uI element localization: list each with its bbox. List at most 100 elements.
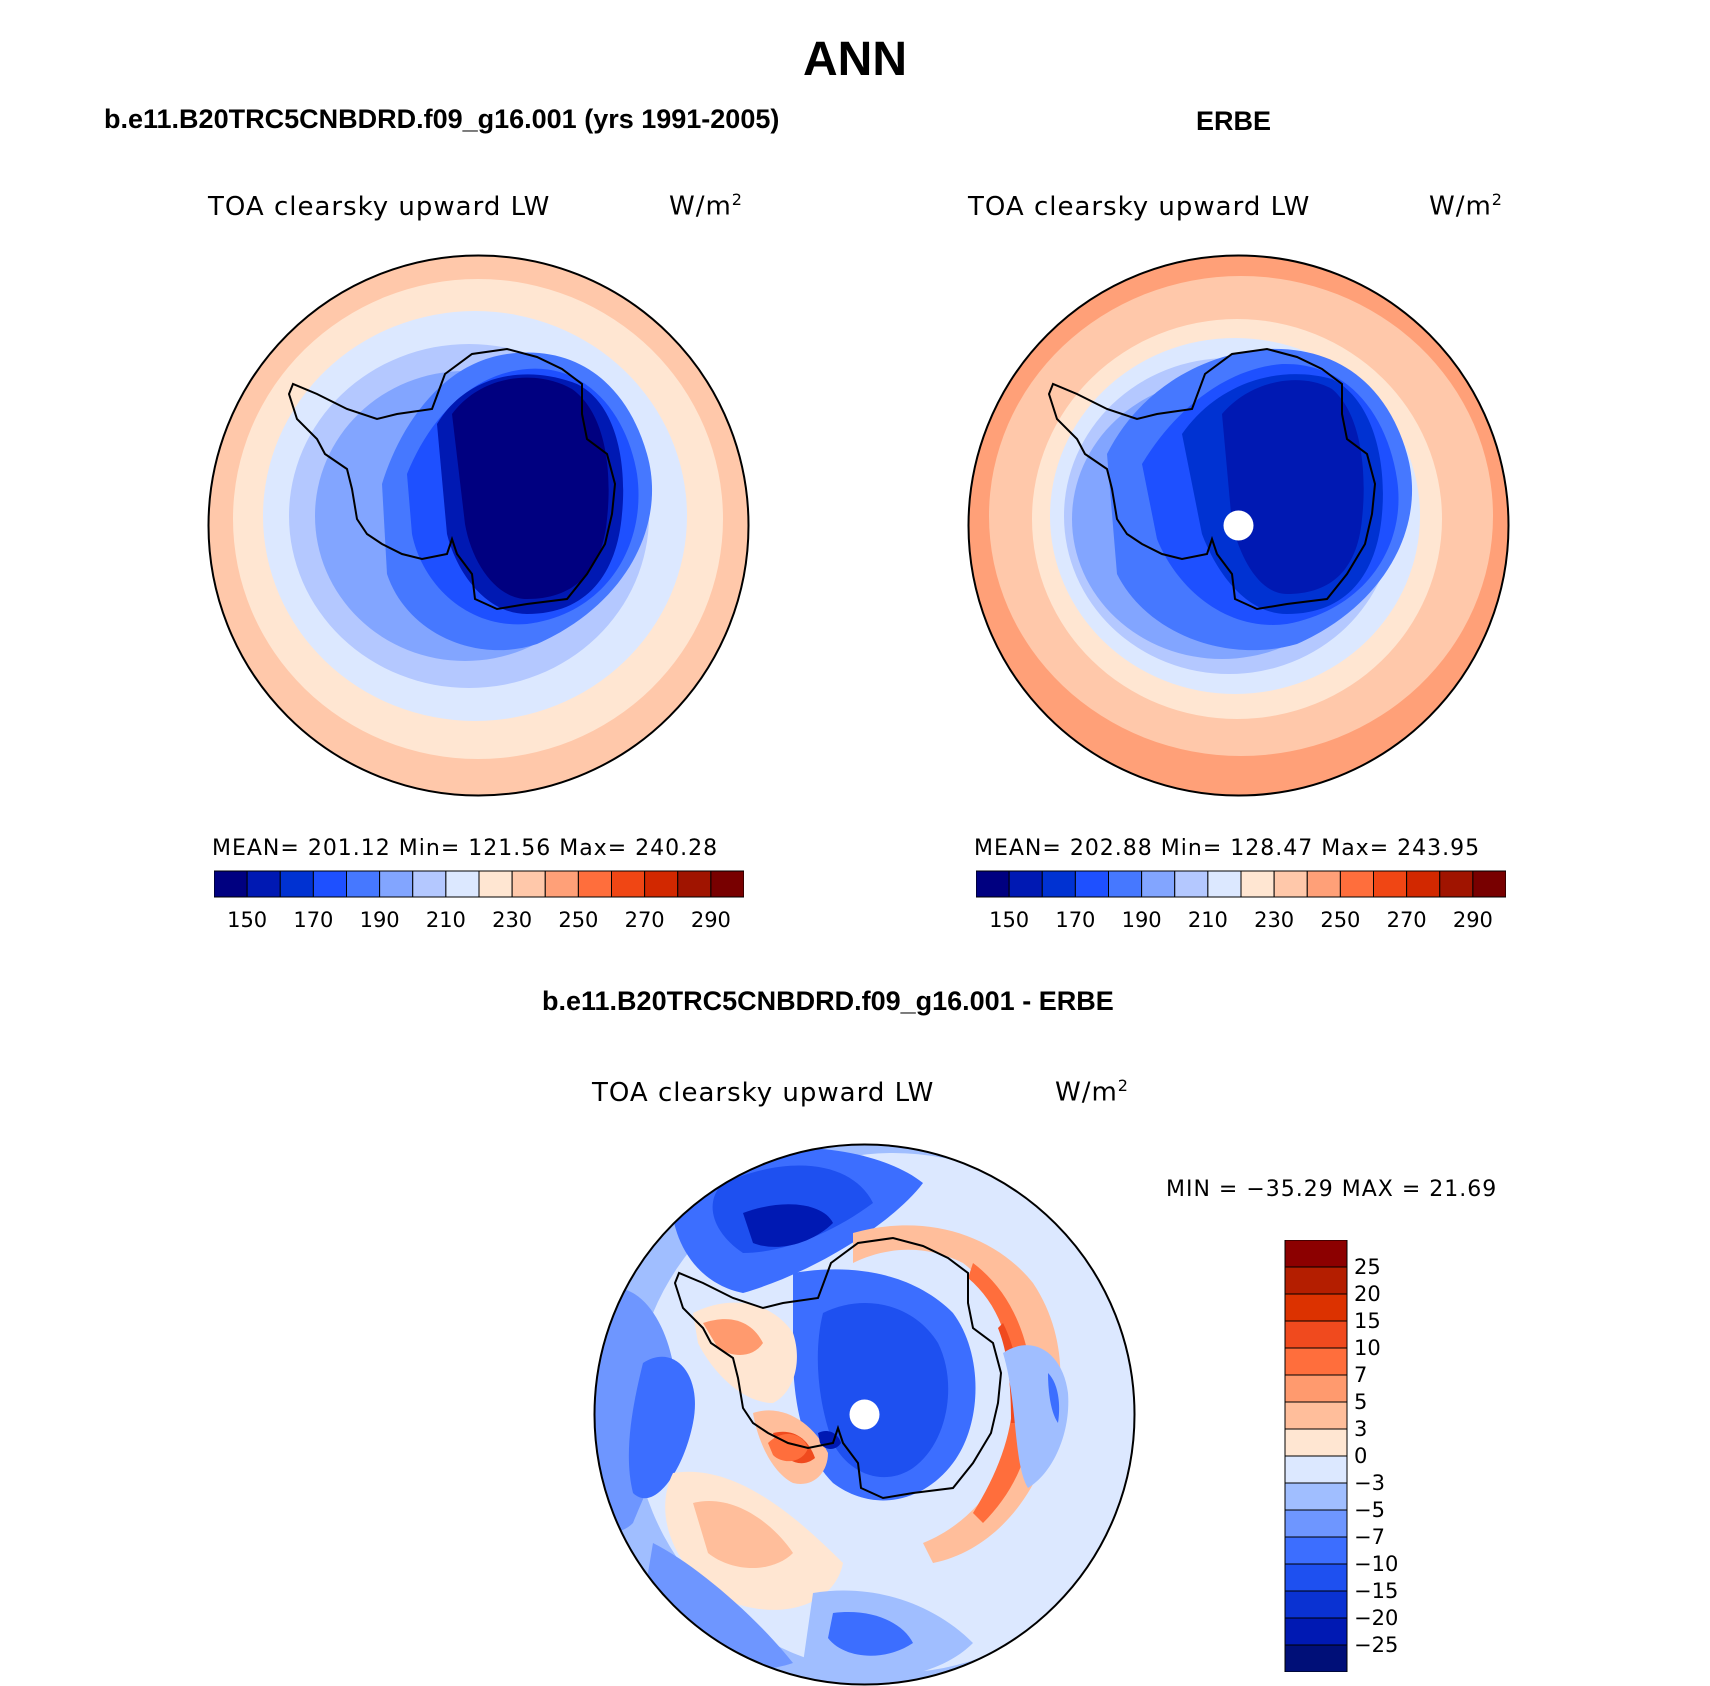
colorbar-obs-tick-label: 290 [1452,908,1493,932]
colorbar-model-tick-label: 290 [690,908,731,932]
colorbar-model-swatch [214,870,248,898]
colorbar-diff-swatch [1284,1428,1348,1457]
colorbar-model-swatch [445,870,480,898]
panel-title-obs: ERBE [1196,106,1272,136]
pole-hole-diff [849,1399,880,1430]
panel-title-model: b.e11.B20TRC5CNBDRD.f09_g16.001 (yrs 199… [104,104,780,134]
colorbar-model-tick-label: 170 [293,908,334,932]
variable-label-model: TOA clearsky upward LW [208,192,551,222]
colorbar-model-swatch [279,870,314,898]
colorbar-ticks-diff: 25 20 15 10 7 5 3 0 −3 −5 −7 −10 −15 −20 −25 [1354,1240,1434,1672]
colorbar-diff-swatch [1284,1401,1348,1430]
colorbar-obs-swatch [1108,870,1143,898]
colorbar-diff-tick-label: 20 [1354,1282,1381,1306]
map-border-obs [967,254,1510,797]
antarctica-coastline-diff [673,1236,1003,1500]
colorbar-model-tick-label: 270 [624,908,665,932]
map-border-model [207,254,750,797]
colorbar-diff-tick-label: −20 [1354,1606,1399,1630]
colorbar-obs-swatch [1373,870,1408,898]
colorbar-diff-swatch [1284,1536,1348,1565]
units-label-model: W/m2 [669,190,743,222]
colorbar-diff-swatch [1284,1509,1348,1538]
variable-label-diff: TOA clearsky upward LW [592,1078,935,1108]
colorbar-diff-tick-label: 5 [1354,1390,1368,1414]
antarctica-coastline-model [287,347,617,611]
colorbar-model-swatch [644,870,679,898]
colorbar-obs-swatch [976,870,1010,898]
stats-obs: MEAN= 202.88 Min= 128.47 Max= 243.95 [974,836,1481,861]
colorbar-obs-swatch [1008,870,1043,898]
polar-map-model [207,254,750,797]
polar-map-diff [593,1143,1136,1686]
colorbar-obs-swatch [1339,870,1374,898]
colorbar-diff-tick-label: 0 [1354,1444,1368,1468]
colorbar-diff-swatch [1284,1617,1348,1646]
antarctica-coastline-obs [1047,347,1377,611]
colorbar-obs-tick-label: 210 [1187,908,1228,932]
colorbar-obs-swatch [1439,870,1474,898]
colorbar-model-swatch [478,870,513,898]
colorbar-diff [1284,1240,1348,1672]
colorbar-model-swatch [677,870,712,898]
units-label-obs: W/m2 [1429,190,1503,222]
colorbar-model-swatch [544,870,579,898]
colorbar-obs-tick-label: 150 [989,908,1030,932]
colorbar-diff-swatch [1284,1590,1348,1619]
colorbar-obs-tick-label: 190 [1121,908,1162,932]
polar-map-obs [967,254,1510,797]
colorbar-diff-tick-label: 15 [1354,1309,1381,1333]
panel-title-diff: b.e11.B20TRC5CNBDRD.f09_g16.001 - ERBE [542,986,1114,1016]
colorbar-model-tick-label: 190 [359,908,400,932]
colorbar-diff-swatch [1284,1240,1348,1268]
colorbar-diff-tick-label: −3 [1354,1471,1385,1495]
colorbar-diff-tick-label: 7 [1354,1363,1368,1387]
colorbar-diff-swatch [1284,1266,1348,1295]
colorbar-diff-swatch [1284,1644,1348,1672]
units-label-diff: W/m2 [1055,1076,1129,1108]
colorbar-model-swatch [710,870,744,898]
colorbar-ticks-model: 150 170 190 210 230 250 270 290 [214,908,744,938]
colorbar-model-tick-label: 230 [492,908,533,932]
colorbar-diff-tick-label: −25 [1354,1633,1399,1657]
stats-diff: MIN = −35.29 MAX = 21.69 [1166,1177,1498,1202]
colorbar-diff-swatch [1284,1374,1348,1403]
colorbar-model-swatch [246,870,281,898]
colorbar-obs-tick-label: 270 [1386,908,1427,932]
colorbar-model-swatch [611,870,646,898]
colorbar-diff-tick-label: −10 [1354,1552,1399,1576]
colorbar-model-swatch [412,870,447,898]
colorbar-obs-swatch [1472,870,1506,898]
colorbar-diff-swatch [1284,1455,1348,1484]
stats-model: MEAN= 201.12 Min= 121.56 Max= 240.28 [212,836,719,861]
colorbar-model-tick-label: 150 [227,908,268,932]
colorbar-obs-tick-label: 250 [1320,908,1361,932]
figure-title: ANN [803,33,907,86]
colorbar-model [214,870,744,898]
colorbar-obs-swatch [1207,870,1242,898]
colorbar-model-swatch [577,870,612,898]
colorbar-obs-swatch [1041,870,1076,898]
colorbar-obs [976,870,1506,898]
colorbar-obs-swatch [1174,870,1209,898]
colorbar-obs-tick-label: 170 [1055,908,1096,932]
colorbar-diff-tick-label: −5 [1354,1498,1385,1522]
colorbar-diff-tick-label: 25 [1354,1255,1381,1279]
colorbar-obs-swatch [1273,870,1308,898]
colorbar-diff-swatch [1284,1563,1348,1592]
colorbar-obs-swatch [1240,870,1275,898]
colorbar-obs-tick-label: 230 [1254,908,1295,932]
colorbar-diff-tick-label: −7 [1354,1525,1385,1549]
colorbar-model-swatch [511,870,546,898]
colorbar-obs-swatch [1406,870,1441,898]
colorbar-diff-swatch [1284,1293,1348,1322]
colorbar-diff-tick-label: 3 [1354,1417,1368,1441]
colorbar-model-tick-label: 250 [558,908,599,932]
colorbar-diff-tick-label: −15 [1354,1579,1399,1603]
colorbar-diff-swatch [1284,1347,1348,1376]
colorbar-diff-swatch [1284,1482,1348,1511]
colorbar-diff-tick-label: 10 [1354,1336,1381,1360]
colorbar-model-tick-label: 210 [425,908,466,932]
pole-hole-obs [1223,510,1254,541]
colorbar-model-swatch [312,870,347,898]
